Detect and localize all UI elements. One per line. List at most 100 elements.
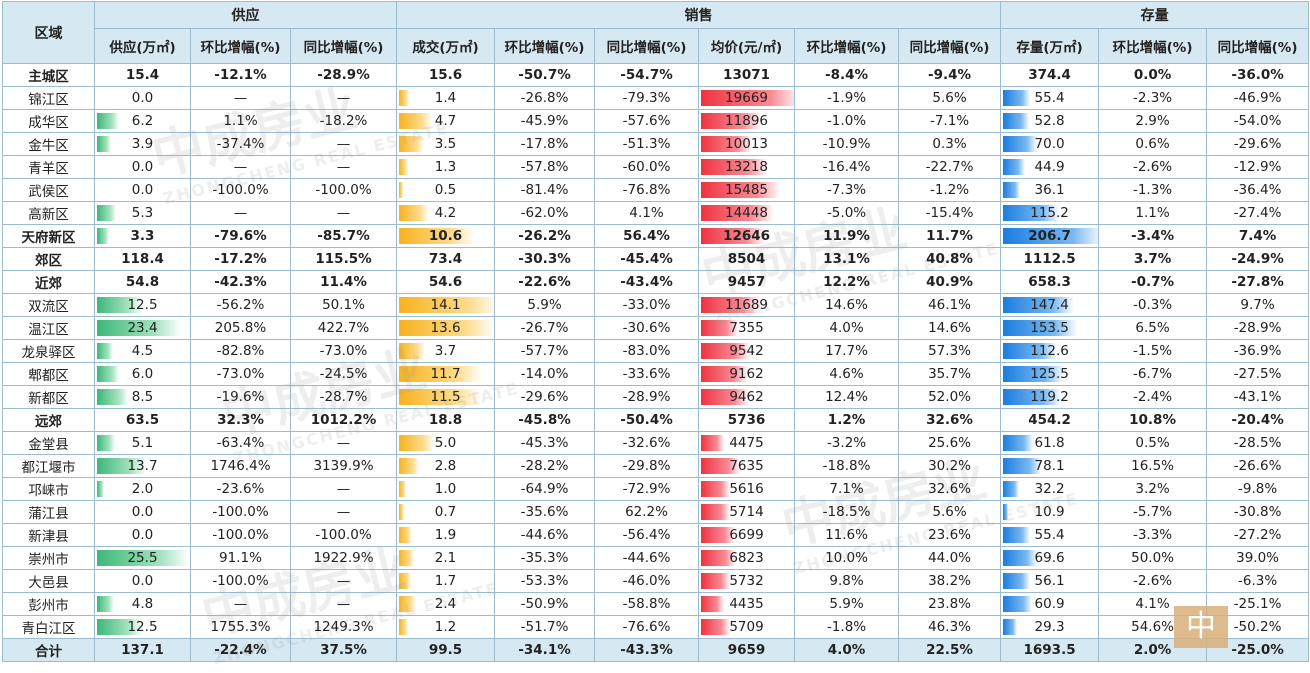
table-cell: 78.1 xyxy=(1001,455,1099,478)
cell-value: 1.2 xyxy=(435,619,456,635)
table-cell: 14.6% xyxy=(795,294,899,317)
cell-value: — xyxy=(337,435,351,451)
table-cell: 5616 xyxy=(699,478,795,501)
table-cell: -17.2% xyxy=(191,248,291,271)
cell-value: 23.4 xyxy=(127,320,157,336)
cell-value: -28.9% xyxy=(623,389,671,405)
table-cell: 46.3% xyxy=(899,616,1001,639)
table-cell: 0.5% xyxy=(1099,432,1207,455)
cell-value: 54.6 xyxy=(429,274,462,290)
cell-value: 2.4 xyxy=(435,596,456,612)
cell-value: 3.7% xyxy=(1134,251,1171,267)
table-cell: 153.5 xyxy=(1001,317,1099,340)
table-cell: 4.6% xyxy=(795,363,899,386)
cell-value: -15.4% xyxy=(926,205,974,221)
cell-value: -76.6% xyxy=(623,619,671,635)
table-cell: 10.8% xyxy=(1099,409,1207,432)
cell-value: 3.5 xyxy=(435,136,456,152)
cell-value: 17.7% xyxy=(825,343,868,359)
cell-value: 1.0 xyxy=(435,481,456,497)
cell-value: 50.0% xyxy=(1131,550,1174,566)
sales-group-header: 销售 xyxy=(397,2,1001,29)
cell-value: — xyxy=(337,136,351,152)
cell-value: -9.8% xyxy=(1238,481,1277,497)
table-cell: -1.2% xyxy=(899,179,1001,202)
table-cell: -3.4% xyxy=(1099,225,1207,248)
table-cell: 205.8% xyxy=(191,317,291,340)
table-cell: -29.8% xyxy=(595,455,699,478)
table-cell: 56.4% xyxy=(595,225,699,248)
table-cell: 44.9 xyxy=(1001,156,1099,179)
cell-value: -23.6% xyxy=(217,481,265,497)
table-cell: 37.5% xyxy=(291,639,397,662)
cell-value: 63.5 xyxy=(126,412,159,428)
cell-value: 5.1 xyxy=(132,435,153,451)
col-header: 环比增幅(%) xyxy=(495,29,595,64)
table-cell: -3.3% xyxy=(1099,524,1207,547)
cell-value: -50.7% xyxy=(518,67,570,83)
cell-value: 99.5 xyxy=(429,642,462,658)
table-cell: 2.8 xyxy=(397,455,495,478)
cell-value: -22.4% xyxy=(214,642,266,658)
table-cell: -23.6% xyxy=(191,478,291,501)
stock-bar xyxy=(1003,435,1033,451)
cell-value: -43.4% xyxy=(620,274,672,290)
table-cell: 12.5 xyxy=(95,616,191,639)
table-cell: 38.2% xyxy=(899,570,1001,593)
cell-value: -43.3% xyxy=(620,642,672,658)
table-cell: 61.8 xyxy=(1001,432,1099,455)
table-cell: 1.4 xyxy=(397,87,495,110)
cell-value: 2.0% xyxy=(1134,642,1171,658)
table-cell: -1.0% xyxy=(795,110,899,133)
cell-value: -12.9% xyxy=(1234,159,1282,175)
cell-value: -72.9% xyxy=(623,481,671,497)
deal-bar xyxy=(399,90,409,106)
cell-value: -44.6% xyxy=(521,527,569,543)
cell-value: -100.0% xyxy=(212,182,268,198)
cell-value: 5709 xyxy=(729,619,763,635)
col-header: 环比增幅(%) xyxy=(191,29,291,64)
supply-bar xyxy=(97,389,128,405)
cell-value: 5.6% xyxy=(932,504,966,520)
table-cell: 99.5 xyxy=(397,639,495,662)
deal-bar xyxy=(399,619,408,635)
table-cell: -44.6% xyxy=(495,524,595,547)
cell-value: -33.6% xyxy=(623,366,671,382)
cell-value: 112.6 xyxy=(1030,343,1069,359)
cell-value: -3.4% xyxy=(1131,228,1174,244)
table-cell: — xyxy=(291,202,397,225)
table-cell: -28.9% xyxy=(1207,317,1309,340)
table-cell: -54.7% xyxy=(595,64,699,87)
table-cell: -27.4% xyxy=(1207,202,1309,225)
cell-value: -83.0% xyxy=(623,343,671,359)
cell-value: — xyxy=(234,90,248,106)
cell-value: -44.6% xyxy=(623,550,671,566)
region-name: 青羊区 xyxy=(3,156,95,179)
col-header: 供应(万㎡) xyxy=(95,29,191,64)
table-cell: 9542 xyxy=(699,340,795,363)
table-cell: 23.6% xyxy=(899,524,1001,547)
table-cell: 1112.5 xyxy=(1001,248,1099,271)
cell-value: -27.2% xyxy=(1234,527,1282,543)
cell-value: 4.8 xyxy=(132,596,153,612)
table-cell: 6.5% xyxy=(1099,317,1207,340)
cell-value: -81.4% xyxy=(521,182,569,198)
table-cell: 9162 xyxy=(699,363,795,386)
cell-value: 0.3% xyxy=(932,136,966,152)
cell-value: 9659 xyxy=(728,642,766,658)
cell-value: -2.6% xyxy=(1133,159,1172,175)
col-header: 环比增幅(%) xyxy=(1099,29,1207,64)
table-cell: 0.5 xyxy=(397,179,495,202)
cell-value: -100.0% xyxy=(315,527,371,543)
cell-value: 658.3 xyxy=(1028,274,1071,290)
cell-value: 1746.4% xyxy=(210,458,270,474)
cell-value: 5714 xyxy=(729,504,763,520)
supply-group-header: 供应 xyxy=(95,2,397,29)
table-cell: -29.6% xyxy=(1207,133,1309,156)
table-cell: -45.4% xyxy=(595,248,699,271)
cell-value: 9457 xyxy=(728,274,766,290)
